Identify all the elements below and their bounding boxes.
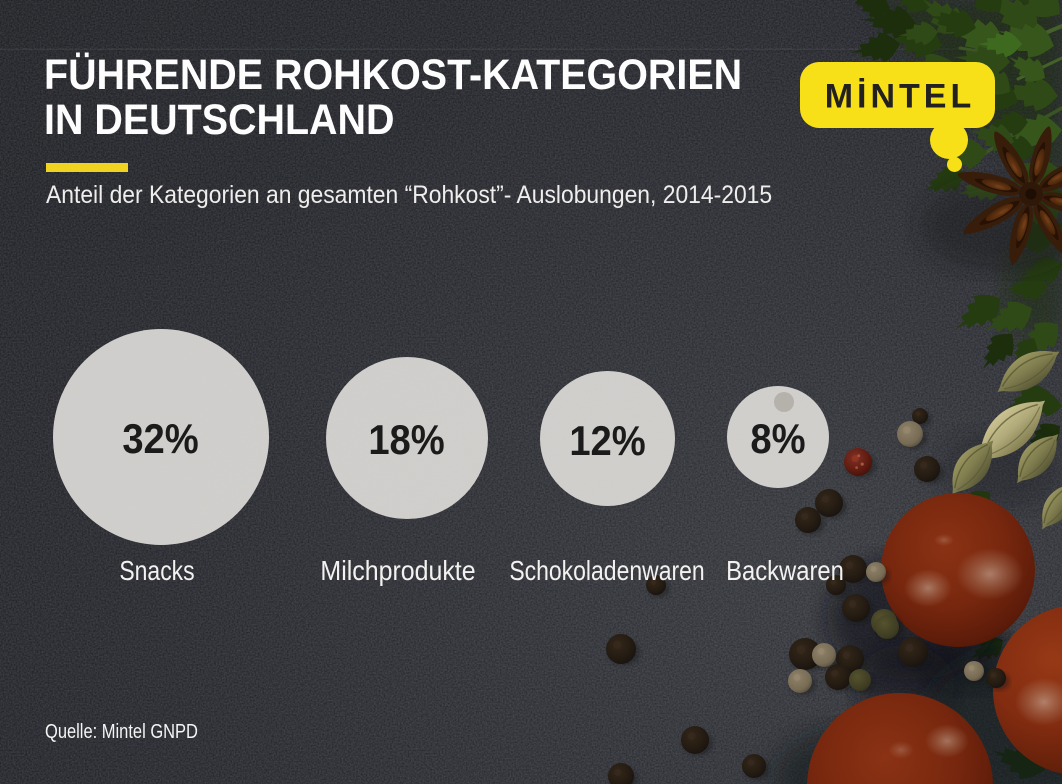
svg-text:MİNTEL: MİNTEL	[825, 78, 976, 116]
